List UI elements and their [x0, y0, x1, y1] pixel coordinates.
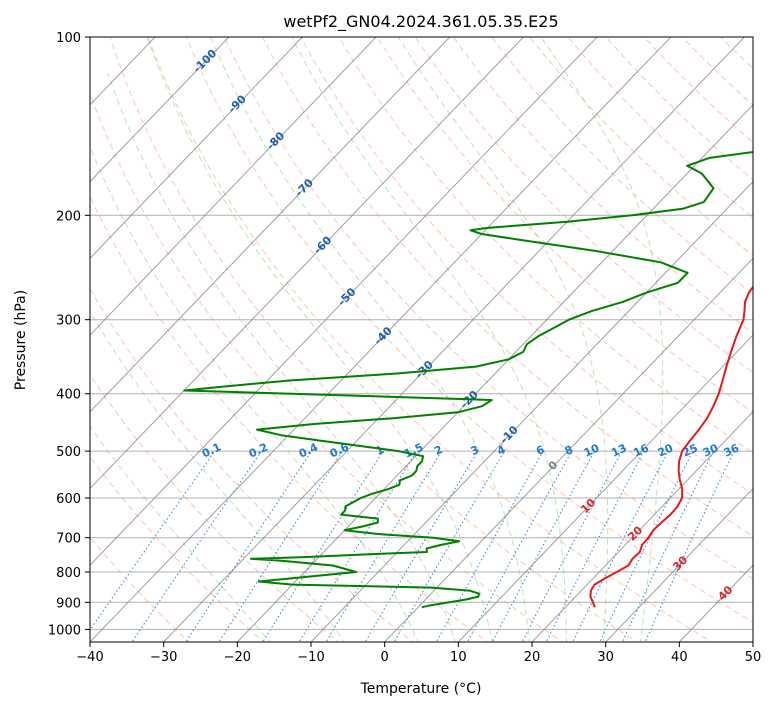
isotherm-line: [310, 180, 753, 642]
y-tick-label: 700: [56, 532, 81, 547]
plot-frame: [89, 36, 754, 643]
mixing-ratio-label: 13: [609, 441, 628, 459]
y-tick-label: 900: [56, 596, 81, 611]
isotherm-line: [236, 104, 753, 642]
y-axis-label: Pressure (hPa): [13, 290, 29, 390]
plot-area: -100-90-80-70-60-50-40-30-20-10010203040…: [90, 37, 753, 642]
x-tick-label: 10: [450, 650, 467, 665]
x-axis-ticks: −40 −30 −20 −10 0 10 20 30 40 50: [76, 642, 761, 665]
mixing-ratio-line: [90, 450, 216, 632]
temperature-line: [589, 285, 753, 608]
isotherm-line: [605, 487, 753, 642]
isotherm-line: [90, 37, 377, 336]
dry-adiabat-line: [223, 37, 753, 580]
y-tick-label: 600: [56, 492, 81, 507]
isotherm-line: [90, 37, 525, 490]
dry-adiabat-line: [300, 37, 753, 495]
mixing-ratio-line: [298, 450, 418, 642]
x-tick-label: −30: [150, 650, 177, 665]
moist-adiabat-line: [90, 425, 271, 642]
isotherm-line: [457, 334, 753, 642]
mixing-ratio-line: [521, 450, 623, 642]
isotherm-line: [163, 37, 746, 642]
mixing-ratio-label: 30: [701, 441, 721, 459]
mixing-ratio-label: 20: [656, 441, 676, 459]
isotherm-line: [90, 37, 304, 260]
isotherm-line: [90, 37, 598, 566]
x-tick-label: −20: [224, 650, 251, 665]
isotherm-line: [90, 37, 672, 642]
moist-adiabat-line: [90, 310, 345, 642]
y-tick-label: 100: [56, 31, 81, 46]
mixing-ratio-line: [185, 450, 313, 642]
dry-adiabat-line: [90, 287, 414, 642]
y-tick-label: 1000: [48, 623, 81, 638]
isotherm-line: [384, 257, 753, 642]
x-tick-label: −40: [76, 650, 103, 665]
x-tick-label: 30: [597, 650, 614, 665]
y-tick-label: 500: [56, 445, 81, 460]
pressure-gridlines: [90, 37, 753, 630]
x-axis-label: Temperature (°C): [360, 681, 482, 697]
mixing-ratio-label: 10: [582, 441, 602, 459]
dry-adiabat-line: [109, 37, 638, 642]
mixing-ratio-label: 16: [631, 441, 651, 459]
isotherm-line: [531, 411, 753, 642]
x-tick-label: 50: [745, 650, 762, 665]
mixing-ratio-label: 36: [722, 441, 742, 459]
y-tick-label: 200: [56, 209, 81, 224]
mixing-ratio-line: [218, 450, 343, 642]
profile-series: [183, 150, 753, 609]
mixing-ratio-line: [644, 450, 735, 642]
chart-title: wetPf2_GN04.2024.361.05.35.E25: [283, 12, 558, 32]
x-tick-label: 20: [524, 650, 541, 665]
y-tick-label: 800: [56, 566, 81, 581]
isotherm-line: [90, 37, 451, 413]
isotherm-line: [90, 37, 230, 183]
dry-adiabat-line: [414, 37, 753, 374]
y-tick-label: 300: [56, 314, 81, 329]
moist-adiabat-line: [90, 145, 419, 642]
mixing-ratio-line: [621, 450, 714, 642]
mixing-ratio-line: [393, 450, 505, 642]
mixing-ratio-labels: 0.1 0.2 0.4 0.6 1 1.5 2 3 4 6 8 10 13 16 20 25 30 36: [200, 440, 741, 460]
dewpoint-line: [183, 150, 753, 609]
isotherm-lines: [90, 37, 753, 642]
x-tick-label: 40: [671, 650, 688, 665]
x-tick-label: −10: [297, 650, 324, 665]
y-axis-ticks: 100 200 300 400 500 600 700 800 900 1000: [48, 31, 90, 638]
x-tick-label: 0: [381, 650, 389, 665]
dry-adiabat-line: [147, 37, 713, 642]
y-tick-label: 400: [56, 388, 81, 403]
mixing-ratio-line: [545, 450, 645, 642]
